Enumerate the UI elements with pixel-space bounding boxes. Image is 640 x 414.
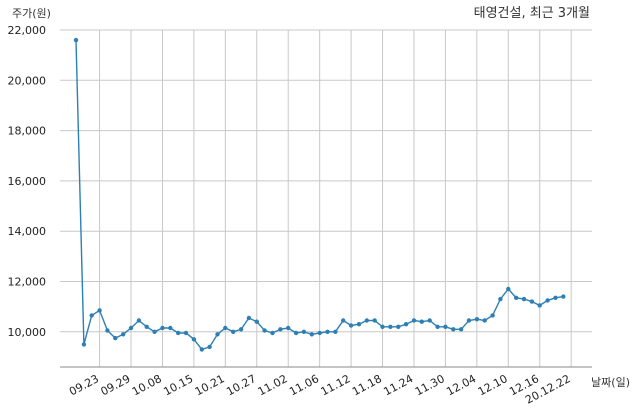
data-point	[97, 308, 102, 313]
data-point	[301, 329, 307, 334]
data-point	[176, 330, 181, 336]
data-point	[521, 296, 527, 302]
data-point	[435, 324, 440, 329]
data-point	[293, 330, 299, 336]
data-point	[73, 37, 79, 43]
data-point	[278, 327, 283, 332]
data-point	[561, 294, 566, 299]
x-tick-label: 10.21	[193, 372, 227, 398]
data-point	[309, 332, 314, 337]
data-point	[128, 325, 134, 331]
data-point	[396, 324, 401, 329]
data-point	[113, 335, 118, 341]
data-point	[168, 325, 173, 331]
data-point	[144, 324, 149, 329]
data-point	[199, 347, 204, 352]
data-point	[458, 327, 464, 332]
data-point	[121, 332, 126, 337]
y-tick-label: 14,000	[8, 225, 47, 238]
data-point	[482, 318, 487, 323]
data-point	[270, 330, 275, 336]
x-axis-title: 날짜(일)	[591, 375, 630, 389]
data-point	[498, 296, 503, 302]
y-tick-label: 10,000	[8, 326, 47, 339]
data-point	[231, 329, 236, 334]
data-point	[246, 315, 252, 321]
data-point	[403, 322, 409, 327]
x-tick-label: 12.10	[476, 372, 510, 398]
data-point	[152, 329, 157, 334]
data-point	[411, 318, 417, 323]
data-point	[183, 330, 189, 336]
chart-title: 태영건설, 최근 3개월	[474, 6, 590, 21]
y-tick-label: 20,000	[8, 74, 47, 87]
x-tick-label: 10.15	[161, 372, 195, 398]
series-points	[73, 37, 566, 352]
data-point	[105, 328, 110, 333]
data-point	[380, 324, 385, 329]
x-tick-label: 11.12	[319, 372, 353, 398]
y-axis-title: 주가(원)	[12, 7, 51, 20]
data-point	[466, 318, 472, 323]
x-tick-label: 09.23	[67, 372, 101, 398]
x-tick-label: 09.29	[99, 372, 133, 398]
data-point	[419, 319, 424, 324]
data-point	[348, 323, 354, 328]
data-point	[333, 329, 338, 334]
data-point	[325, 329, 330, 334]
y-tick-label: 12,000	[8, 275, 47, 288]
y-tick-label: 16,000	[8, 175, 47, 188]
data-point	[81, 342, 87, 347]
data-point	[160, 325, 165, 331]
x-tick-label: 12.04	[444, 372, 478, 398]
data-point	[529, 299, 535, 304]
data-point	[191, 337, 197, 342]
data-point	[254, 319, 259, 324]
data-point	[372, 318, 377, 323]
data-point	[136, 318, 142, 323]
data-point	[317, 330, 322, 336]
x-tick-label: 11.02	[256, 372, 290, 398]
data-point	[490, 313, 495, 318]
data-point	[286, 325, 291, 331]
data-point	[443, 324, 448, 329]
x-tick-label: 11.06	[287, 372, 321, 398]
y-tick-label: 22,000	[8, 24, 47, 37]
x-tick-labels: 09.2309.2910.0810.1510.2110.2711.0211.06…	[67, 372, 573, 406]
data-point	[545, 298, 550, 303]
data-point	[262, 328, 267, 333]
data-point	[356, 322, 362, 327]
data-point	[89, 313, 94, 318]
data-point	[238, 327, 244, 332]
data-point	[514, 295, 519, 300]
grid-lines	[60, 29, 592, 367]
data-point	[223, 325, 228, 331]
data-point	[451, 327, 456, 332]
data-point	[537, 303, 542, 308]
x-tick-label: 11.30	[413, 372, 447, 398]
x-tick-label: 10.27	[224, 372, 258, 398]
data-point	[474, 317, 480, 322]
data-point	[553, 295, 558, 300]
data-point	[215, 332, 220, 337]
data-point	[207, 344, 212, 350]
data-point	[506, 286, 511, 292]
x-tick-label: 11.24	[381, 372, 415, 398]
data-point	[341, 318, 346, 323]
data-point	[364, 318, 369, 323]
data-point	[388, 324, 393, 329]
data-point	[427, 318, 432, 323]
x-tick-label: 10.08	[130, 372, 164, 398]
x-tick-label: 11.18	[350, 372, 384, 398]
y-tick-labels: 10,000 12,000 14,000 16,000 18,000 20,000 22,0…	[8, 24, 47, 339]
y-tick-label: 18,000	[8, 125, 47, 138]
